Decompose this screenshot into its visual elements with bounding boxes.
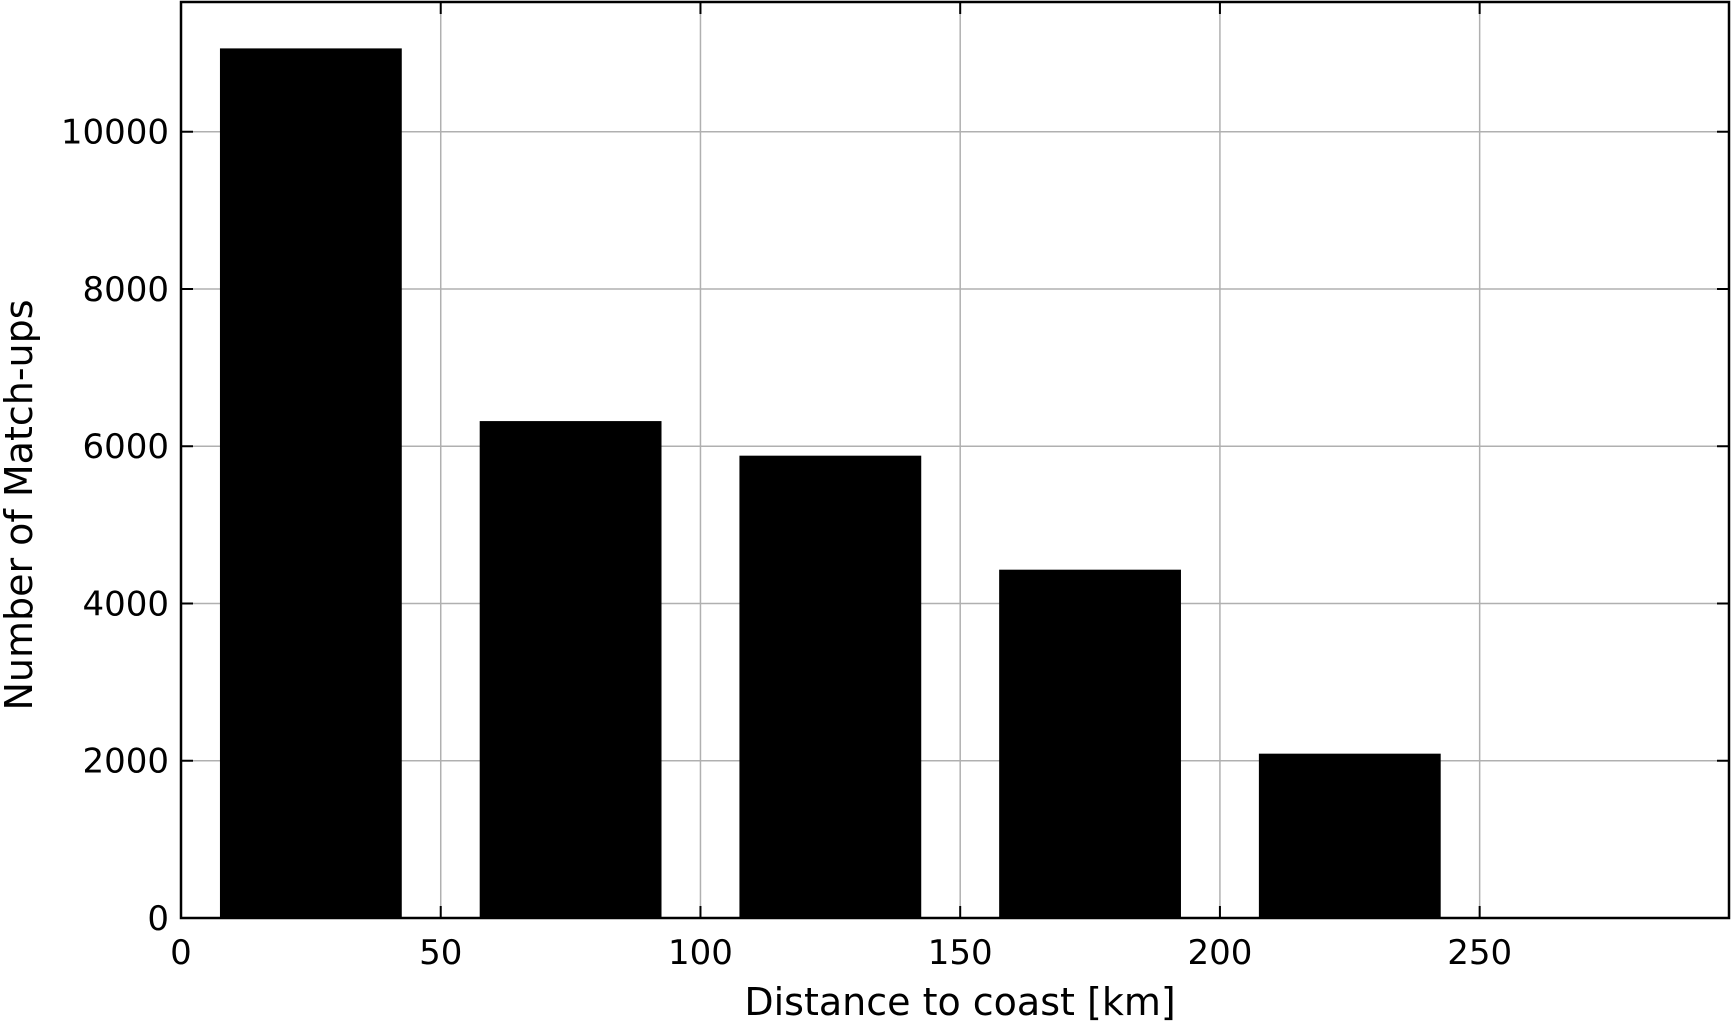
bar-4: [1258, 753, 1441, 918]
y-tick-label: 0: [147, 899, 169, 939]
y-tick-label: 6000: [82, 427, 169, 467]
y-tick-label: 4000: [82, 584, 169, 624]
x-tick-label: 150: [928, 933, 993, 973]
x-axis-label: Distance to coast [km]: [744, 980, 1175, 1022]
bars: [219, 48, 1441, 918]
y-tick-label: 2000: [82, 742, 169, 782]
x-tick-label: 100: [668, 933, 733, 973]
x-tick-label: 0: [170, 933, 192, 973]
bar-1: [479, 421, 662, 918]
x-tick-label: 50: [419, 933, 462, 973]
y-tick-label: 10000: [61, 113, 169, 153]
y-tick-label: 8000: [82, 270, 169, 310]
y-axis-label: Number of Match-ups: [0, 299, 41, 710]
bar-3: [999, 569, 1181, 918]
y-tick-labels: 0 2000 4000 6000 8000 10000: [61, 113, 169, 939]
bar-0: [219, 48, 402, 918]
x-tick-labels: 0 50 100 150 200 250: [170, 933, 1512, 973]
x-tick-label: 200: [1187, 933, 1252, 973]
x-tick-label: 250: [1447, 933, 1512, 973]
bar-2: [739, 455, 922, 918]
plot-frame: [179, 0, 1731, 920]
